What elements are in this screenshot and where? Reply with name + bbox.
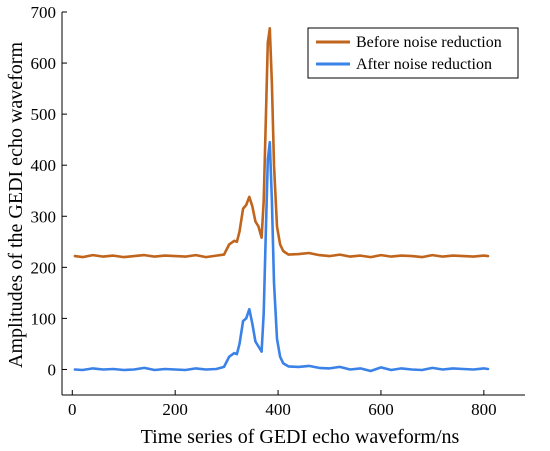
y-tick-label: 400 [31,156,57,175]
y-tick-label: 500 [31,105,57,124]
y-axis-label: Amplitudes of the GEDI echo waveform [5,42,27,368]
x-axis-label: Time series of GEDI echo waveform/ns [141,426,460,448]
series-line-after-noise-reduction [73,140,490,373]
x-tick-label: 200 [162,400,188,419]
x-axis-ticks: 0 200 400 600 800 [68,390,497,419]
x-tick-label: 600 [368,400,394,419]
y-tick-label: 600 [31,54,57,73]
series-line-before-noise-reduction [73,26,490,259]
y-tick-label: 200 [31,258,57,277]
series-layer [73,26,490,373]
y-tick-label: 0 [48,360,57,379]
legend: Before noise reduction After noise reduct… [307,27,519,79]
legend-entry-label: Before noise reduction [356,34,502,51]
legend-box [307,27,519,79]
plot-frame [61,12,525,396]
y-axis-ticks: 0 100 200 300 400 500 600 700 [31,3,67,379]
x-tick-label: 800 [471,400,497,419]
y-tick-label: 700 [31,3,57,22]
x-tick-label: 0 [68,400,77,419]
x-tick-label: 400 [265,400,291,419]
legend-entry-label: After noise reduction [356,56,492,73]
y-tick-label: 100 [31,309,57,328]
y-tick-label: 300 [31,207,57,226]
